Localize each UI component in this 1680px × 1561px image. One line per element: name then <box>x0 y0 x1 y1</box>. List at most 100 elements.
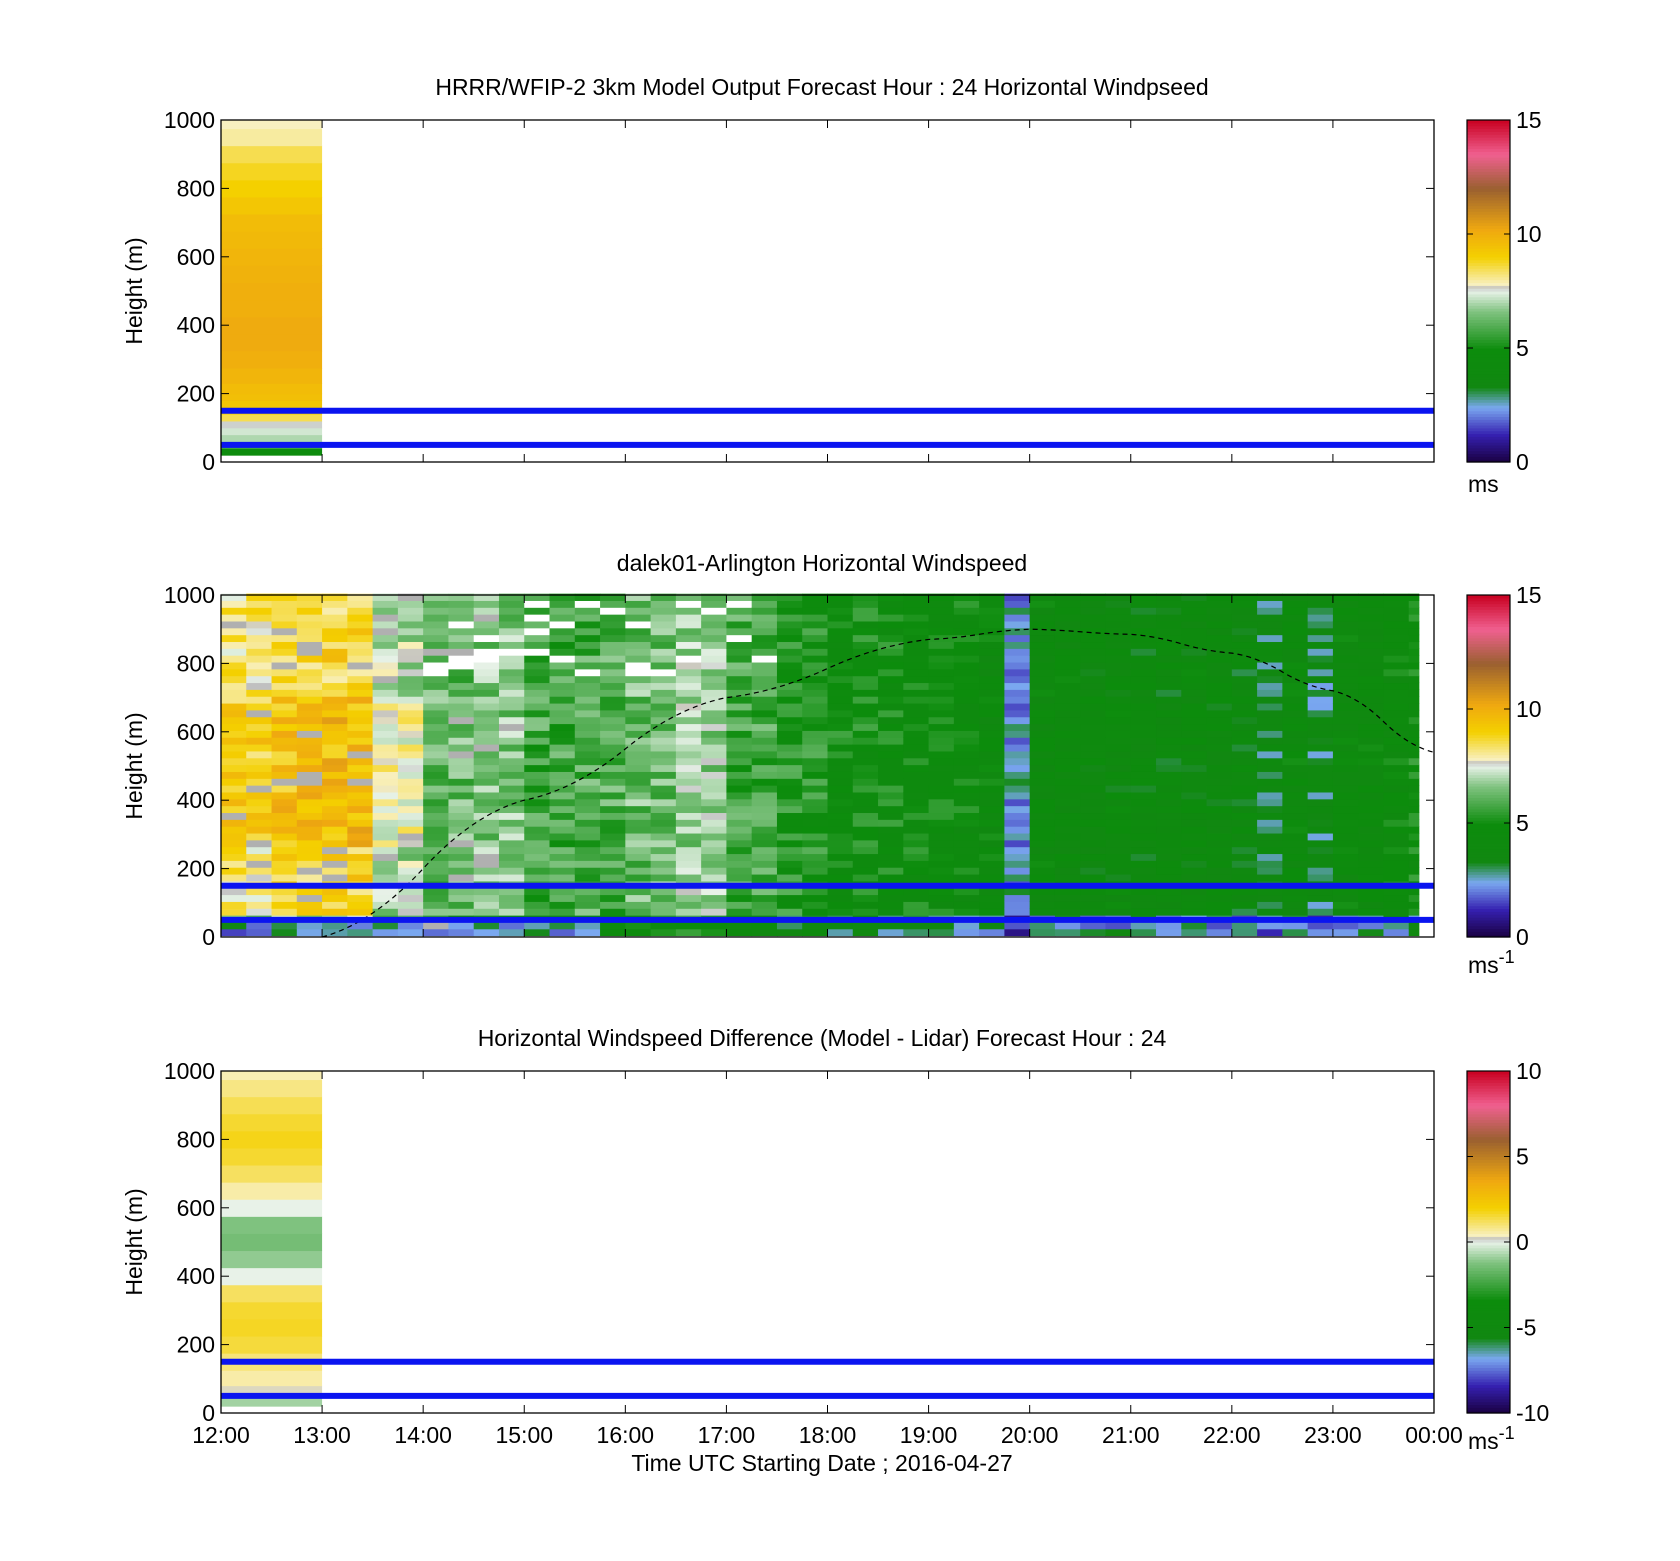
heatmap-cell <box>347 757 374 766</box>
heatmap-cell <box>802 928 828 937</box>
heatmap-cell <box>372 737 399 745</box>
heatmap-cell <box>1358 791 1384 800</box>
heatmap-cell <box>600 675 626 684</box>
heatmap-cell <box>1231 833 1258 841</box>
heatmap-cell <box>524 744 551 752</box>
heatmap-cell <box>903 764 930 772</box>
y-tick-label: 800 <box>177 175 215 201</box>
heatmap-cell <box>979 819 1005 827</box>
heatmap-cell <box>979 901 1005 909</box>
heatmap-cell <box>1105 798 1132 807</box>
heatmap-cell <box>928 908 955 916</box>
heatmap-cell <box>1181 675 1208 684</box>
heatmap-cell <box>776 819 803 827</box>
heatmap-cell <box>498 826 525 834</box>
heatmap-cell <box>296 839 323 848</box>
heatmap-cell <box>524 908 551 916</box>
heatmap-cell <box>1282 614 1309 622</box>
heatmap-cell <box>852 785 879 793</box>
heatmap-cell <box>903 798 930 807</box>
colorbar-segment <box>1467 691 1510 696</box>
heatmap-cell <box>1231 874 1258 882</box>
heatmap-cell <box>423 874 449 882</box>
heatmap-cell <box>928 860 955 868</box>
heatmap-cell <box>701 757 727 766</box>
heatmap-cell <box>650 744 677 752</box>
heatmap-cell <box>650 785 677 793</box>
heatmap-cell <box>878 744 904 752</box>
heatmap-cell <box>423 764 449 772</box>
heatmap-cell <box>524 805 551 814</box>
heatmap-cell <box>1004 607 1031 615</box>
colorbar-segment <box>1467 390 1510 395</box>
heatmap-cell <box>1004 764 1031 772</box>
heatmap-cell <box>1004 819 1031 827</box>
heatmap-cell <box>498 846 525 855</box>
heatmap-cell <box>928 805 955 814</box>
colorbar-segment <box>1467 427 1510 432</box>
heatmap-cell <box>1332 928 1359 937</box>
heatmap-cell <box>1054 771 1081 779</box>
heatmap-cell <box>498 662 525 670</box>
colorbar-segment <box>1467 302 1510 306</box>
heatmap-cell <box>322 723 348 731</box>
colorbar-segment <box>1467 1330 1510 1334</box>
heatmap-cell <box>1105 737 1132 745</box>
colorbar-segment <box>1467 1401 1510 1406</box>
colorbar-segment <box>1467 612 1510 616</box>
heatmap-cell <box>296 805 323 814</box>
heatmap-cell <box>221 682 247 690</box>
heatmap-cell <box>1156 846 1182 855</box>
heatmap-cell <box>1004 812 1031 820</box>
colorbar-segment <box>1467 1316 1510 1320</box>
heatmap-cell <box>625 833 652 841</box>
heatmap-cell <box>1105 833 1132 841</box>
heatmap-cell <box>1383 696 1410 704</box>
heatmap-cell <box>953 798 980 807</box>
heatmap-cell <box>878 833 904 841</box>
heatmap-cell <box>1054 826 1081 834</box>
heatmap-cell <box>802 778 828 786</box>
heatmap-cell <box>1257 874 1283 882</box>
colorbar-segment <box>1467 370 1510 375</box>
heatmap-cell <box>221 928 247 937</box>
heatmap-cell <box>423 723 449 731</box>
heatmap-cell <box>625 662 652 670</box>
heatmap-cell <box>1054 620 1081 629</box>
heatmap-cell <box>1130 689 1157 697</box>
colorbar-segment <box>1467 328 1510 332</box>
colorbar-segment <box>1467 606 1510 610</box>
heatmap-cell <box>751 709 778 718</box>
heatmap-cell <box>751 614 778 622</box>
colorbar-segment <box>1467 456 1510 460</box>
heatmap-cell <box>322 921 348 930</box>
heatmap-cell <box>1307 703 1334 711</box>
colorbar-segment <box>1467 649 1510 653</box>
heatmap-cell <box>776 689 803 697</box>
heatmap-cell <box>878 737 904 745</box>
heatmap-cell <box>1231 853 1258 861</box>
heatmap-cell <box>827 826 854 834</box>
heatmap-cell <box>1231 600 1258 608</box>
heatmap-cell <box>397 867 424 875</box>
heatmap-cell <box>878 634 904 643</box>
heatmap-cell <box>650 887 677 896</box>
heatmap-cell <box>524 874 551 882</box>
heatmap-cell <box>246 723 273 731</box>
colorbar-segment <box>1467 652 1510 656</box>
colorbar-segment <box>1467 188 1510 192</box>
heatmap-cell <box>802 675 828 684</box>
heatmap-cell <box>423 908 449 916</box>
heatmap-cell <box>928 641 955 649</box>
heatmap-cell <box>776 826 803 834</box>
heatmap-cell <box>524 826 551 834</box>
colorbar-segment <box>1467 623 1510 627</box>
colorbar-segment <box>1467 894 1510 898</box>
heatmap-cell <box>498 853 525 861</box>
heatmap-cell <box>675 853 702 861</box>
heatmap-cell <box>1080 662 1106 670</box>
heatmap-cell <box>625 778 652 786</box>
heatmap-cell <box>524 757 551 766</box>
heatmap-cell <box>852 696 879 704</box>
heatmap-cell <box>1408 634 1420 643</box>
